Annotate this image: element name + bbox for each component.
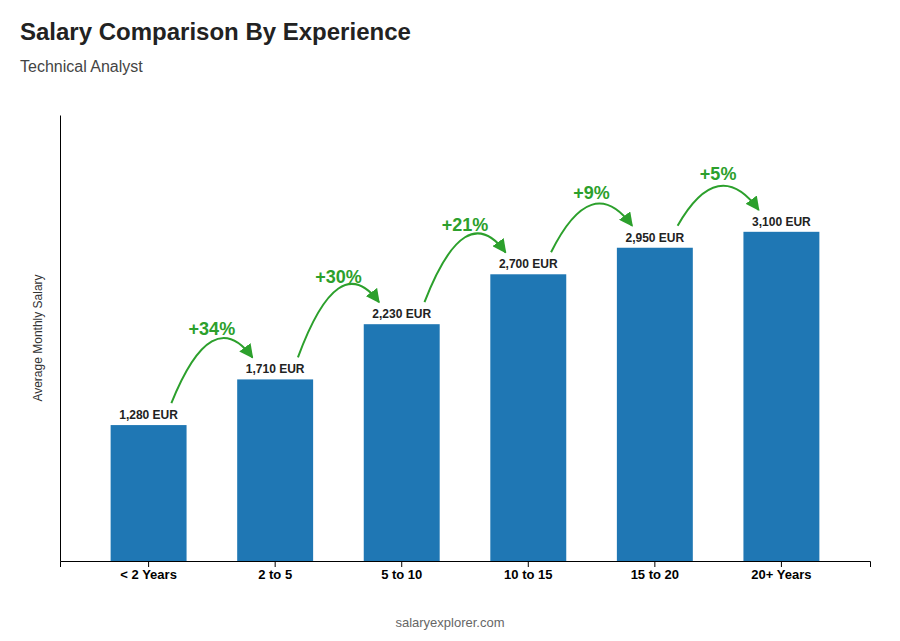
x-tick-label: 5 to 10 (381, 567, 422, 582)
x-tick-label: 20+ Years (751, 567, 811, 582)
x-tick-label: 10 to 15 (504, 567, 552, 582)
x-tick: 2 to 5 (258, 561, 292, 582)
x-axis-line (61, 562, 871, 568)
bar (617, 248, 693, 561)
data-label: 2,700 EUR (499, 257, 558, 271)
y-axis-line (60, 116, 61, 562)
change-arrow (425, 233, 506, 302)
change-label: +34% (189, 319, 236, 339)
change-arrow (551, 204, 632, 253)
x-tick: 20+ Years (751, 561, 811, 582)
x-tick-mark (528, 561, 529, 567)
x-tick-mark (654, 561, 655, 567)
chart-container: Salary Comparison By Experience Technical… (0, 0, 900, 641)
data-label: 2,950 EUR (625, 231, 684, 245)
data-label: 1,280 EUR (119, 408, 178, 422)
bar (743, 232, 819, 561)
bar (111, 425, 187, 561)
x-tick-mark (148, 561, 149, 567)
change-label: +21% (442, 215, 489, 235)
change-arrow (298, 284, 379, 358)
x-tick: < 2 Years (120, 561, 177, 582)
source: salaryexplorer.com (395, 615, 504, 630)
title: Salary Comparison By Experience (20, 18, 411, 45)
x-tick: 5 to 10 (381, 561, 422, 582)
x-tick-label: 15 to 20 (631, 567, 679, 582)
change-arrow (678, 186, 759, 226)
x-tick-mark (781, 561, 782, 567)
x-tick: 10 to 15 (504, 561, 552, 582)
x-tick-mark (275, 561, 276, 567)
x-axis: < 2 Years 2 to 5 5 to 10 10 to 15 15 to 20 20… (61, 561, 871, 582)
subtitle: Technical Analyst (20, 58, 143, 75)
x-tick-label: < 2 Years (120, 567, 177, 582)
change-label: +5% (700, 164, 737, 184)
change-arrow (171, 338, 252, 403)
x-tick-label: 2 to 5 (258, 567, 292, 582)
change-label: +9% (573, 183, 610, 203)
y-axis-title: Average Monthly Salary (31, 274, 45, 401)
y-axis (60, 116, 61, 562)
data-label: 2,230 EUR (372, 307, 431, 321)
data-label: 1,710 EUR (246, 362, 305, 376)
bar (490, 274, 566, 561)
bar (237, 379, 313, 561)
plot-area (111, 232, 820, 561)
data-label: 3,100 EUR (752, 215, 811, 229)
x-tick-mark (401, 561, 402, 567)
chart: Salary Comparison By Experience Technical… (0, 0, 900, 641)
bar (364, 324, 440, 561)
x-tick: 15 to 20 (631, 561, 679, 582)
change-label: +30% (315, 267, 362, 287)
